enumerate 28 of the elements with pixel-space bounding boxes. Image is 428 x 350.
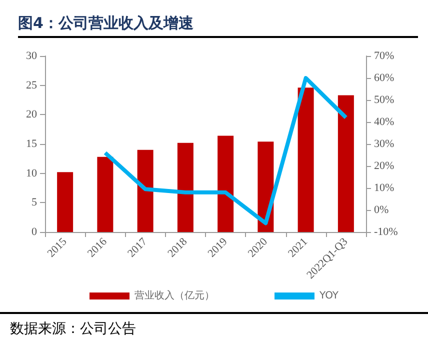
y-tick-label: 5 [32,196,38,209]
bar [97,156,114,232]
chart-title: 图4：公司营业收入及增速 [18,8,418,38]
y-tick-label: 15 [26,138,38,150]
y2-tick-label: 0% [374,204,389,216]
y2-tick-label: 70% [374,50,394,62]
bar [218,136,234,232]
source-note: 数据来源：公司公告 [0,312,428,338]
y2-tick-label: -10% [374,226,398,238]
y-tick-label: 25 [26,79,38,92]
bar [298,88,314,232]
y-tick-label: 20 [26,108,38,121]
bar [338,95,354,232]
y2-tick-label: 10% [374,182,394,194]
y2-tick-label: 40% [374,116,394,128]
y-tick-label: 30 [26,50,38,62]
y2-tick-label: 60% [374,72,394,84]
y2-tick-label: 30% [374,138,394,150]
legend-label: YOY [318,290,340,302]
y2-tick-label: 50% [374,94,394,106]
bar [177,142,194,232]
y-tick-label: 0 [32,226,38,238]
bar [137,150,154,232]
y2-tick-label: 20% [374,160,394,172]
bar [57,172,74,232]
legend-label: 营业收入（亿元） [134,290,215,302]
line-series [103,76,348,226]
y-tick-label: 10 [26,167,38,180]
